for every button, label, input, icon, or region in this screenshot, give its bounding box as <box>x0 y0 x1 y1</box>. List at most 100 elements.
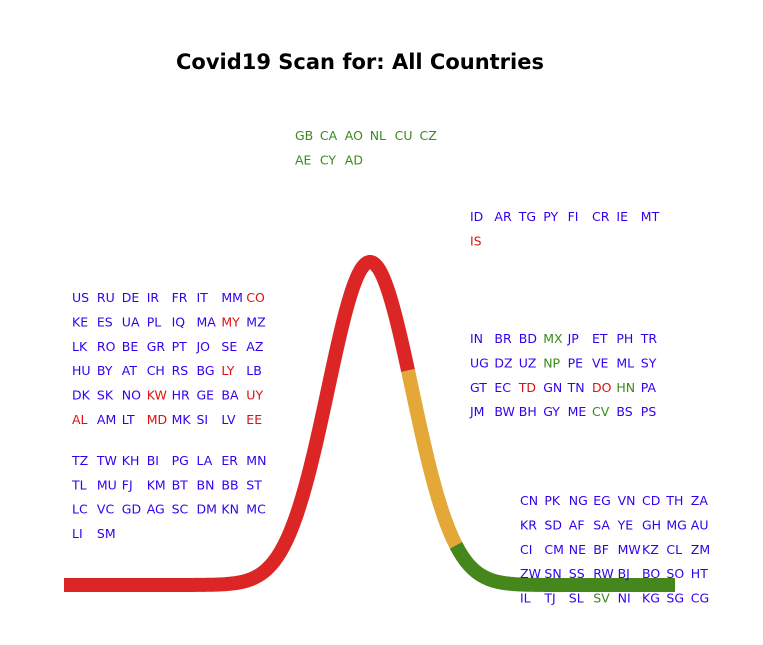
country-code-bj: BJ <box>618 566 630 581</box>
country-code-cl: CL <box>666 542 682 557</box>
country-code-at: AT <box>122 363 138 378</box>
country-code-bd: BD <box>519 331 537 346</box>
country-code-cz: CZ <box>420 128 437 143</box>
country-code-is: IS <box>470 233 482 248</box>
country-code-kw: KW <box>147 388 167 403</box>
country-code-jo: JO <box>196 339 211 354</box>
country-code-ie: IE <box>616 209 628 224</box>
country-code-vc: VC <box>97 502 115 517</box>
country-code-ru: RU <box>97 290 115 305</box>
country-code-bn: BN <box>197 477 215 492</box>
country-code-cd: CD <box>642 493 660 508</box>
country-code-mm: MM <box>221 290 243 305</box>
code-group-tail: CN PK NG EG VN CD TH ZA KR SD AF SA YE GH MG AU CI CM NE BF… <box>520 493 710 606</box>
country-code-li: LI <box>72 526 83 541</box>
country-code-ar: AR <box>494 209 512 224</box>
country-code-gn: GN <box>543 380 562 395</box>
country-code-ni: NI <box>618 591 631 606</box>
country-code-au: AU <box>691 517 709 532</box>
country-code-zw: ZW <box>520 566 541 581</box>
country-code-lc: LC <box>72 502 88 517</box>
country-code-cg: CG <box>691 591 709 606</box>
country-code-bi: BI <box>147 453 159 468</box>
country-code-ao: AO <box>345 128 363 143</box>
country-code-ph: PH <box>616 331 633 346</box>
code-group-baseline-left: US RU DE IR FR IT MM CO KE ES UA PL IQ MA MY MZ LK RO BE GR… <box>72 290 266 427</box>
curve-segment-rising <box>58 255 415 592</box>
country-code-bt: BT <box>172 477 189 492</box>
country-code-mn: MN <box>246 453 266 468</box>
country-code-cv: CV <box>592 404 610 419</box>
country-code-mu: MU <box>97 477 117 492</box>
country-code-cu: CU <box>395 128 413 143</box>
country-code-ch: CH <box>147 363 165 378</box>
country-code-dm: DM <box>197 502 217 517</box>
country-code-kh: KH <box>122 453 140 468</box>
country-code-tg: TG <box>518 209 536 224</box>
country-code-bb: BB <box>221 477 238 492</box>
country-code-cy: CY <box>320 152 337 167</box>
country-code-pl: PL <box>147 314 162 329</box>
curve-segment-peak-descent <box>401 368 463 551</box>
country-code-al: AL <box>72 412 88 427</box>
country-code-gr: GR <box>147 339 166 354</box>
country-code-bg: BG <box>197 363 215 378</box>
country-code-do: DO <box>592 380 612 395</box>
country-code-ps: PS <box>641 404 657 419</box>
country-code-kg: KG <box>642 591 660 606</box>
country-code-pa: PA <box>641 380 657 395</box>
country-code-tz: TZ <box>71 453 88 468</box>
country-code-mk: MK <box>172 412 192 427</box>
country-code-mx: MX <box>543 331 563 346</box>
code-group-post-peak: ID AR TG PY FI CR IE MT IS <box>470 209 660 248</box>
country-code-bs: BS <box>616 404 632 419</box>
country-code-kn: KN <box>221 502 239 517</box>
code-group-declining: IN BR BD MX JP ET PH TR UG DZ UZ NP PE VE ML SY GT EC TD GN… <box>469 331 657 419</box>
country-code-mz: MZ <box>246 314 265 329</box>
country-code-gy: GY <box>543 404 560 419</box>
country-code-ss: SS <box>569 566 585 581</box>
country-code-td: TD <box>518 380 536 395</box>
country-code-tw: TW <box>96 453 117 468</box>
country-code-es: ES <box>97 314 113 329</box>
country-code-lb: LB <box>246 363 262 378</box>
country-code-mw: MW <box>618 542 641 557</box>
country-code-tr: TR <box>640 331 658 346</box>
country-code-br: BR <box>494 331 512 346</box>
country-code-ml: ML <box>616 355 634 370</box>
country-code-md: MD <box>147 412 167 427</box>
country-code-nl: NL <box>370 128 386 143</box>
country-code-sg: SG <box>666 591 684 606</box>
country-code-sd: SD <box>544 517 562 532</box>
country-code-so: SO <box>666 566 684 581</box>
country-code-ae: AE <box>295 152 312 167</box>
country-code-pk: PK <box>544 493 561 508</box>
country-code-za: ZA <box>691 493 709 508</box>
country-code-rs: RS <box>172 363 189 378</box>
country-code-in: IN <box>470 331 483 346</box>
country-code-ug: UG <box>470 355 489 370</box>
country-code-ca: CA <box>320 128 338 143</box>
country-code-se: SE <box>221 339 237 354</box>
country-code-rw: RW <box>593 566 614 581</box>
country-code-th: TH <box>665 493 683 508</box>
country-code-id: ID <box>470 209 483 224</box>
country-code-ng: NG <box>569 493 588 508</box>
country-code-jm: JM <box>469 404 484 419</box>
country-code-pe: PE <box>568 355 584 370</box>
epidemic-curve <box>58 255 681 592</box>
country-code-pg: PG <box>172 453 189 468</box>
country-code-mt: MT <box>641 209 660 224</box>
country-code-it: IT <box>197 290 209 305</box>
country-code-kz: KZ <box>642 542 659 557</box>
country-code-ro: RO <box>97 339 116 354</box>
country-code-eg: EG <box>593 493 611 508</box>
country-code-cr: CR <box>592 209 610 224</box>
country-code-sv: SV <box>593 591 610 606</box>
country-code-fr: FR <box>172 290 188 305</box>
country-code-vn: VN <box>618 493 636 508</box>
country-code-iq: IQ <box>172 314 186 329</box>
country-code-sa: SA <box>593 517 610 532</box>
country-code-si: SI <box>197 412 209 427</box>
